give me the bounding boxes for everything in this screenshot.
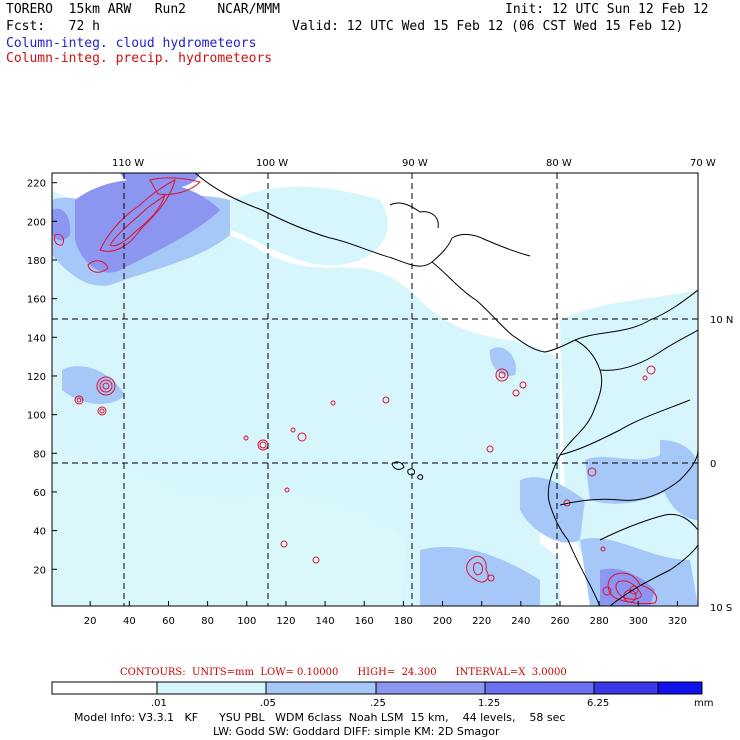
model-title: TORERO 15km ARW Run2 NCAR/MMM: [6, 2, 280, 17]
y-tick-label: 60: [33, 488, 46, 499]
hydrometeor-shading: [52, 173, 698, 606]
y-tick-label: 40: [33, 527, 46, 538]
x-tick-label: 60: [162, 616, 175, 627]
x-tick-label: 200: [433, 616, 452, 627]
x-tick-label: 100: [237, 616, 256, 627]
colorbar-unit: mm: [694, 698, 713, 709]
lat-label-10n: 10 N: [710, 315, 733, 326]
x-tick-label: 180: [394, 616, 413, 627]
contours-info: CONTOURS: UNITS=mm LOW= 0.10000 HIGH= 24…: [120, 667, 567, 678]
valid-time: Valid: 12 UTC Wed 15 Feb 12 (06 CST Wed …: [292, 19, 684, 34]
model-info-line2: LW: Godd SW: Goddard DIFF: simple KM: 2D…: [213, 725, 500, 738]
colorbar-segment: [51, 681, 158, 695]
lon-label-100w: 100 W: [256, 158, 288, 169]
y-tick-label: 160: [27, 295, 46, 306]
colorbar-segment: [593, 681, 659, 695]
x-tick-label: 240: [511, 616, 530, 627]
x-tick-label: 260: [550, 616, 569, 627]
precip-contours: [53, 177, 657, 605]
colorbar-segment: [375, 681, 486, 695]
colorbar-label-625: 6.25: [587, 698, 609, 709]
coastlines: [194, 173, 698, 606]
y-tick-label: 140: [27, 333, 46, 344]
y-tick-label: 220: [27, 179, 46, 190]
field-cloud-label: Column-integ. cloud hydrometeors: [6, 36, 257, 51]
latlon-grid: [52, 173, 698, 606]
y-tick-label: 120: [27, 372, 46, 383]
x-tick-label: 220: [472, 616, 491, 627]
y-tick-label: 80: [33, 449, 46, 460]
colorbar-label-125: 1.25: [478, 698, 500, 709]
plot-frame: [51, 172, 699, 607]
x-tick-label: 300: [629, 616, 648, 627]
colorbar-segment: [265, 681, 377, 695]
y-tick-label: 100: [27, 411, 46, 422]
x-tick-label: 20: [84, 616, 97, 627]
init-time: Init: 12 UTC Sun 12 Feb 12: [505, 2, 709, 17]
x-tick-label: 80: [201, 616, 214, 627]
colorbar-label-025: .25: [370, 698, 386, 709]
x-tick-label: 120: [276, 616, 295, 627]
colorbar-label-005: .05: [260, 698, 276, 709]
axis-ticks: [52, 182, 678, 606]
colorbar-segment: [657, 681, 703, 695]
forecast-hour: Fcst: 72 h: [6, 19, 100, 34]
y-tick-label: 20: [33, 565, 46, 576]
lon-label-80w: 80 W: [546, 158, 572, 169]
x-tick-label: 40: [123, 616, 136, 627]
model-info-line1: Model Info: V3.3.1 KF YSU PBL WDM 6class…: [74, 711, 566, 724]
lon-label-90w: 90 W: [402, 158, 428, 169]
x-tick-label: 140: [316, 616, 335, 627]
y-tick-label: 200: [27, 217, 46, 228]
lat-label-10s: 10 S: [710, 603, 732, 614]
color-scale-bar: [51, 681, 703, 695]
x-tick-label: 160: [355, 616, 374, 627]
colorbar-segment: [156, 681, 267, 695]
field-precip-label: Column-integ. precip. hydrometeors: [6, 51, 273, 66]
lon-label-110w: 110 W: [112, 158, 144, 169]
lon-label-70w: 70 W: [690, 158, 716, 169]
x-tick-label: 280: [590, 616, 609, 627]
y-tick-label: 180: [27, 256, 46, 267]
colorbar-segment: [484, 681, 595, 695]
colorbar-label-001: .01: [151, 698, 167, 709]
lat-label-0: 0: [710, 459, 716, 470]
y-tick-labels: 20 40 60 80 100 120 140 160 180 200 220: [27, 179, 46, 577]
x-tick-label: 320: [668, 616, 687, 627]
x-tick-labels: 20 40 60 80 100 120 140 160 180 200 220 240 260 280 30…: [84, 616, 687, 627]
